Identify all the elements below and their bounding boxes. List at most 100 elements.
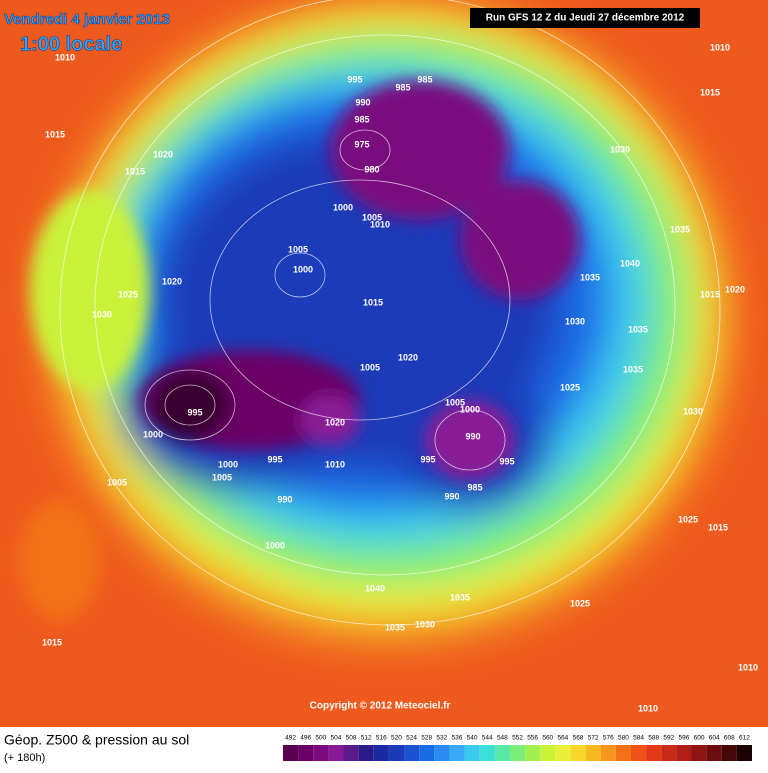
isobar-label: 985 xyxy=(417,74,432,84)
legend-label: 548 xyxy=(497,735,508,742)
legend-label: 528 xyxy=(421,735,432,742)
isobar-label: 1025 xyxy=(118,289,138,299)
isobar-label: 1005 xyxy=(288,244,308,254)
isobar-label: 1030 xyxy=(683,406,703,416)
legend-swatch xyxy=(525,745,541,761)
isobar-label: 1000 xyxy=(460,404,480,414)
isobar-label: 1035 xyxy=(670,224,690,234)
isobar-label: 1000 xyxy=(218,459,238,469)
legend-label: 520 xyxy=(391,735,402,742)
isobar-label: 1005 xyxy=(212,472,232,482)
legend-label: 576 xyxy=(603,735,614,742)
isobar-label: 990 xyxy=(355,97,370,107)
legend-label: 588 xyxy=(648,735,659,742)
legend-swatch xyxy=(328,745,344,761)
legend-label: 560 xyxy=(542,735,553,742)
isobar-label: 1000 xyxy=(333,202,353,212)
legend-swatch xyxy=(434,745,450,761)
legend-label: 612 xyxy=(739,735,750,742)
isobar-label: 1005 xyxy=(360,362,380,372)
legend-swatch xyxy=(721,745,737,761)
legend-label: 592 xyxy=(663,735,674,742)
legend-swatch xyxy=(646,745,662,761)
copyright: Copyright © 2012 Meteociel.fr xyxy=(310,701,451,712)
isobar-label: 1010 xyxy=(638,703,658,713)
isobar-label: 1040 xyxy=(365,583,385,593)
isobar-label: 1020 xyxy=(398,352,418,362)
isobar-label: 1015 xyxy=(45,129,65,139)
isobar-label: 975 xyxy=(354,139,369,149)
legend-label: 556 xyxy=(527,735,538,742)
map-field xyxy=(0,0,768,727)
legend-label: 552 xyxy=(512,735,523,742)
isobar-label: 1030 xyxy=(565,316,585,326)
run-box xyxy=(470,8,700,28)
legend-swatch xyxy=(615,745,631,761)
legend-label: 544 xyxy=(482,735,493,742)
legend-swatch xyxy=(388,745,405,761)
isobar-label: 995 xyxy=(267,454,282,464)
isobar-label: 1020 xyxy=(153,149,173,159)
legend-swatch xyxy=(298,745,314,761)
isobar-label: 1030 xyxy=(415,619,435,629)
legend-label: 568 xyxy=(573,735,584,742)
legend-label: 580 xyxy=(618,735,629,742)
isobar-label: 1020 xyxy=(162,276,182,286)
legend-swatch xyxy=(706,745,722,761)
lead-time: (+ 180h) xyxy=(4,752,45,764)
legend-label: 604 xyxy=(709,735,720,742)
isobar-label: 1020 xyxy=(725,284,745,294)
isobar-label: 985 xyxy=(395,82,410,92)
legend-swatch xyxy=(479,745,495,761)
isobar-label: 985 xyxy=(354,114,369,124)
isobar-label: 1005 xyxy=(445,397,465,407)
legend-swatch xyxy=(540,745,556,761)
color-legend: 492 496 500 504 508 512 516 520 524 528 532 536 540 5… xyxy=(283,735,752,761)
legend-swatch xyxy=(313,745,329,761)
field-title: Géop. Z500 & pression au sol xyxy=(4,732,189,748)
legend-label: 508 xyxy=(346,735,357,742)
isobar-label: 1005 xyxy=(362,212,382,222)
legend-swatch xyxy=(449,745,465,761)
isobar-label: 1015 xyxy=(700,289,720,299)
legend-label: 512 xyxy=(361,735,372,742)
isobar-label: 1005 xyxy=(107,477,127,487)
legend-label: 536 xyxy=(452,735,463,742)
legend-label: 492 xyxy=(285,735,296,742)
isobar-label: 1000 xyxy=(143,429,163,439)
legend-swatch xyxy=(676,745,692,761)
isobar-label: 1015 xyxy=(708,522,728,532)
legend-label: 516 xyxy=(376,735,387,742)
isobar-label: 980 xyxy=(364,164,379,174)
legend-swatch xyxy=(404,745,420,761)
isobar-label: 990 xyxy=(277,494,292,504)
date-title: Vendredi 4 janvier 2013 xyxy=(4,11,170,28)
isobar-label: 995 xyxy=(420,454,435,464)
legend-label: 540 xyxy=(467,735,478,742)
isobar-label: 1015 xyxy=(42,637,62,647)
isobar-label: 1035 xyxy=(450,592,470,602)
isobar-labels: 1010 995 985 985 990 985 975 980 1030 1015 1020 101… xyxy=(42,42,758,713)
legend-label: 500 xyxy=(315,735,326,742)
isobar-label: 1035 xyxy=(623,364,643,374)
isobar-label: 1035 xyxy=(580,272,600,282)
legend-swatch xyxy=(509,745,526,761)
isobar-label: 1020 xyxy=(325,417,345,427)
isobar-label: 1035 xyxy=(628,324,648,334)
isobar-label: 1015 xyxy=(363,297,383,307)
isobar-label: 1030 xyxy=(92,309,112,319)
legend-swatch xyxy=(343,745,359,761)
legend-label: 596 xyxy=(678,735,689,742)
isobar-label: 1000 xyxy=(293,264,313,274)
isobar-label: 1000 xyxy=(265,540,285,550)
isobar-label: 1010 xyxy=(370,219,390,229)
legend-label: 608 xyxy=(724,735,735,742)
isobar-label: 1040 xyxy=(620,258,640,268)
time-title: 1:00 locale xyxy=(20,33,122,55)
legend-swatch xyxy=(570,745,586,761)
isobar-label: 1025 xyxy=(560,382,580,392)
legend-swatch xyxy=(585,745,601,761)
legend-swatch xyxy=(373,745,389,761)
